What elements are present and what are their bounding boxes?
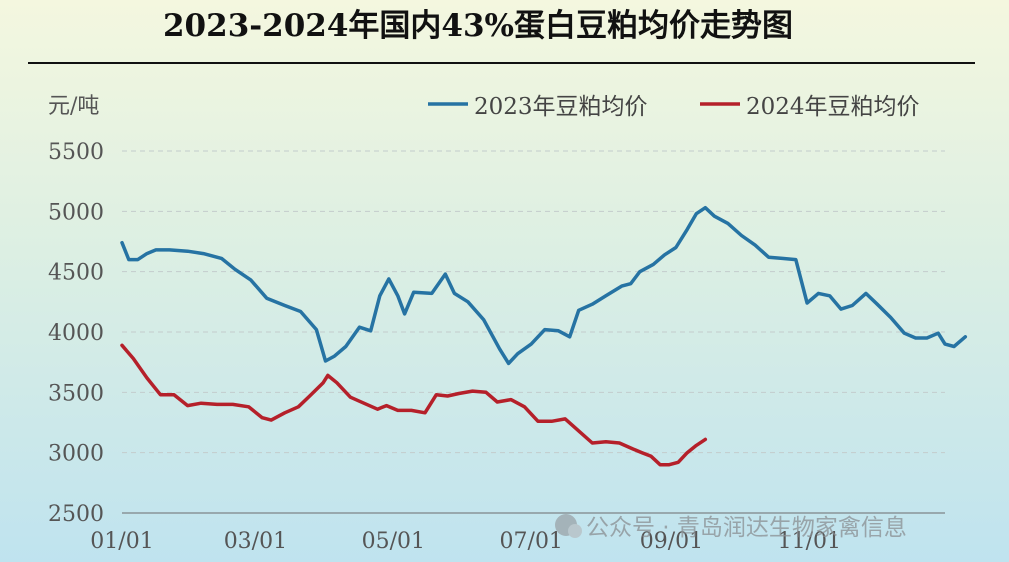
y-tick-label: 3000 <box>48 442 104 467</box>
watermark: 公众号 · 青岛润达生物家禽信息 <box>555 514 907 541</box>
grid-lines <box>122 150 945 514</box>
chart-title: 2023-2024年国内43%蛋白豆粕均价走势图 <box>163 8 793 44</box>
x-tick-label: 11/01 <box>778 529 841 554</box>
x-tick-label: 07/01 <box>500 529 563 554</box>
y-tick-label: 3500 <box>48 381 104 406</box>
x-axis-ticks: 01/01 03/01 05/01 07/01 09/01 11/01 <box>90 529 841 554</box>
series-line-2024 <box>120 343 708 467</box>
y-axis-ticks: 2500 3000 3500 4000 4500 5000 5500 <box>48 140 104 527</box>
x-tick-label: 03/01 <box>224 529 287 554</box>
legend-label-2023: 2023年豆粕均价 <box>474 94 648 120</box>
y-tick-label: 5000 <box>48 200 104 225</box>
wechat-icon-bubble <box>568 524 582 538</box>
y-tick-label: 4000 <box>48 321 104 346</box>
x-tick-label: 09/01 <box>640 529 703 554</box>
x-tick-label: 05/01 <box>362 529 425 554</box>
y-tick-label: 2500 <box>48 502 104 527</box>
series-layer <box>120 205 968 467</box>
x-tick-label: 01/01 <box>90 529 153 554</box>
y-tick-label: 4500 <box>48 261 104 286</box>
legend: 2023年豆粕均价 2024年豆粕均价 <box>428 94 920 120</box>
series-line-2023 <box>120 205 968 366</box>
watermark-text: 公众号 · 青岛润达生物家禽信息 <box>586 515 907 541</box>
y-tick-label: 5500 <box>48 140 104 165</box>
y-axis-unit-label: 元/吨 <box>48 94 99 119</box>
legend-label-2024: 2024年豆粕均价 <box>746 94 920 120</box>
